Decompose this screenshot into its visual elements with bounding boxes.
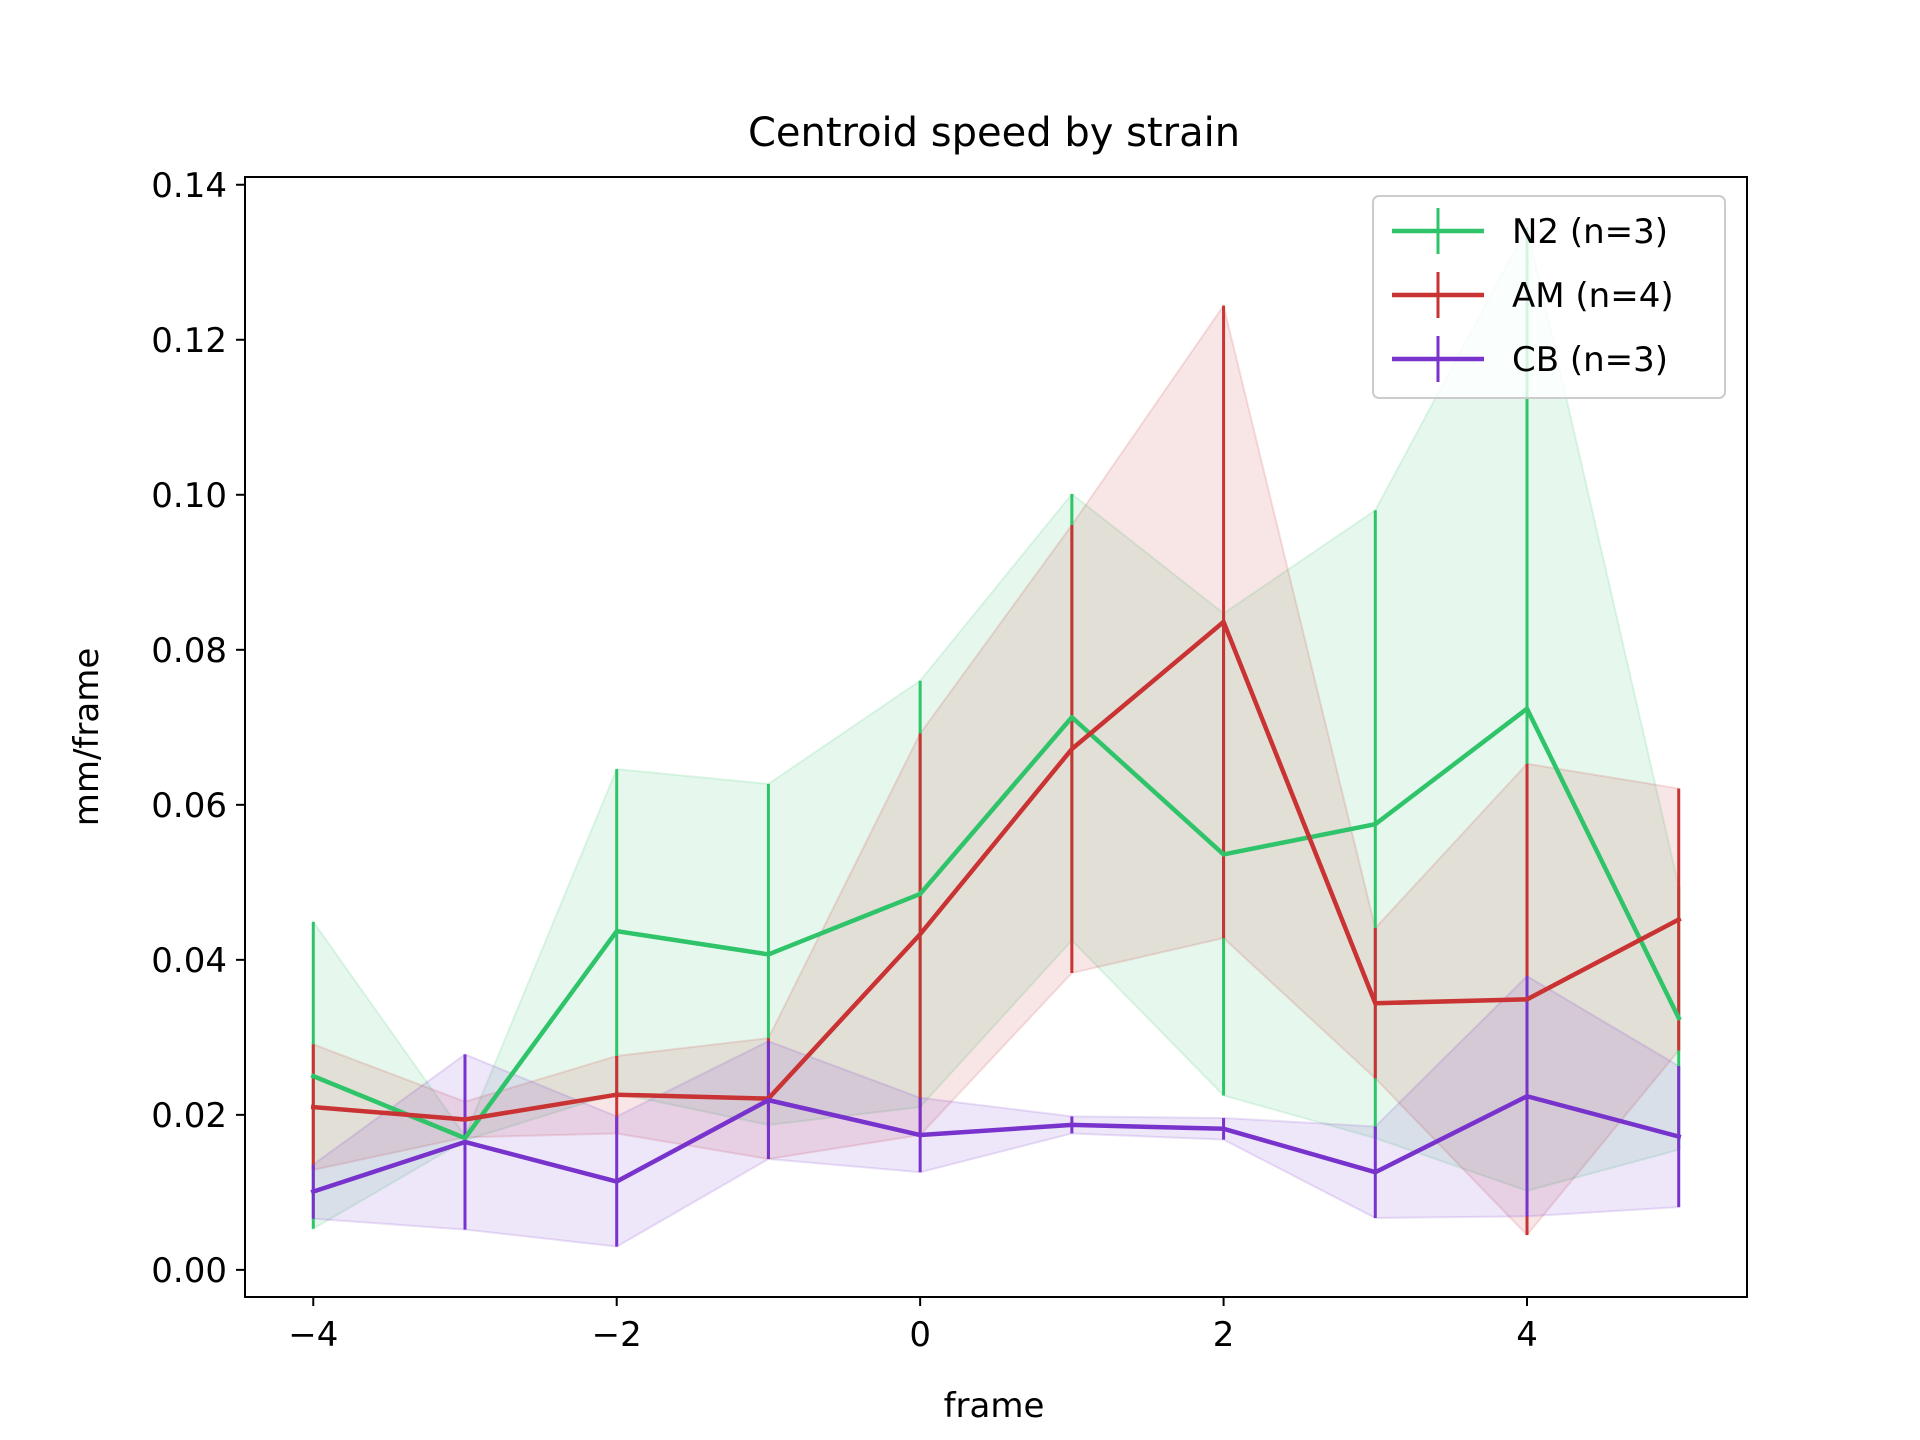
series-line-cb	[310, 1094, 1682, 1195]
plot-frame	[244, 176, 1748, 1298]
y-tick-label: 0.12	[151, 321, 227, 361]
chart-title: Centroid speed by strain	[748, 110, 1240, 156]
x-tick-label: −2	[592, 1315, 642, 1355]
series-line-n2	[310, 706, 1682, 1141]
x-axis-label: frame	[944, 1386, 1045, 1426]
legend-box	[1372, 195, 1726, 399]
legend: N2 (n=3) AM (n=4) CB (n=3)	[1372, 195, 1726, 399]
y-axis-ticks: 0.00 0.02 0.04 0.06 0.08 0.10 0.12 0.14	[151, 166, 245, 1291]
legend-label-cb: CB (n=3)	[1512, 340, 1668, 380]
x-tick-label: 0	[909, 1315, 931, 1355]
x-tick-label: 4	[1516, 1315, 1538, 1355]
y-tick-label: 0.10	[151, 476, 227, 516]
y-tick-label: 0.02	[151, 1096, 227, 1136]
x-tick-label: −4	[288, 1315, 338, 1355]
legend-label-n2: N2 (n=3)	[1512, 212, 1668, 252]
y-tick-label: 0.06	[151, 786, 227, 826]
y-tick-label: 0.08	[151, 631, 227, 671]
y-tick-label: 0.04	[151, 941, 227, 981]
y-axis-label: mm/frame	[67, 648, 107, 827]
y-tick-label: 0.14	[151, 166, 227, 206]
y-tick-label: 0.00	[151, 1251, 227, 1291]
series-lines	[310, 619, 1682, 1195]
x-axis-ticks: −4 −2 0 2 4	[288, 1297, 1538, 1355]
series-line-am	[310, 619, 1682, 1122]
x-tick-label: 2	[1213, 1315, 1235, 1355]
legend-label-am: AM (n=4)	[1512, 276, 1674, 316]
